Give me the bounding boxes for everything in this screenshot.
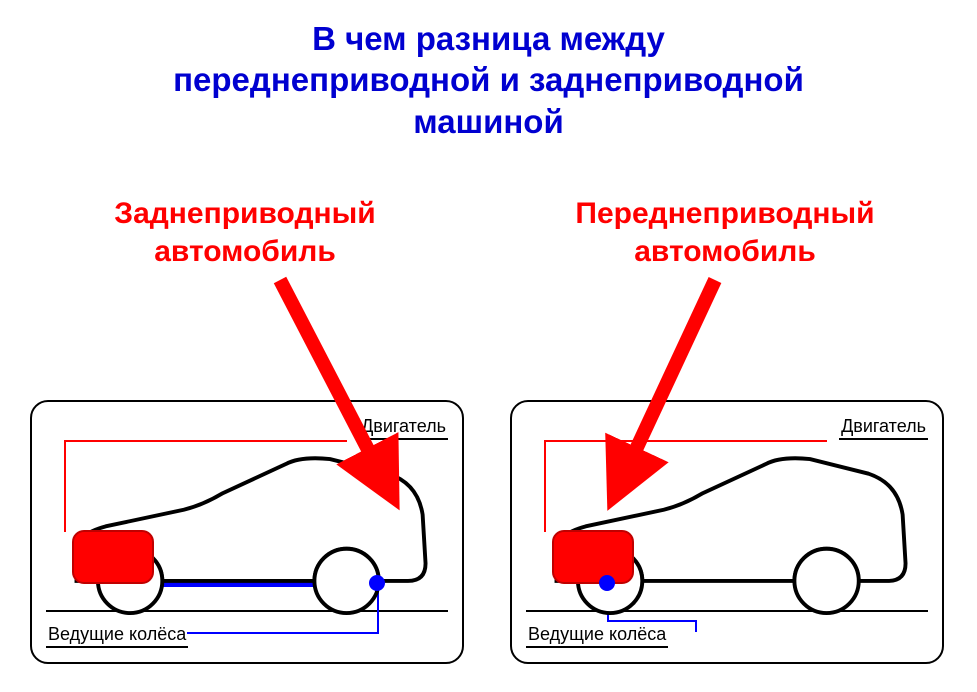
- driven-hub-fwd: [599, 575, 615, 591]
- wheels-connector-h-rwd: [187, 632, 379, 634]
- panel-fwd: Двигатель Ведущие колёса: [510, 400, 944, 664]
- page-root: В чем разница между переднеприводной и з…: [0, 0, 977, 692]
- main-title: В чем разница между переднеприводной и з…: [0, 18, 977, 142]
- engine-label-rwd: Двигатель: [359, 416, 448, 440]
- engine-connector-h-rwd: [64, 440, 347, 442]
- driven-hub-rwd: [369, 575, 385, 591]
- engine-block-rwd: [72, 530, 154, 584]
- panel-rwd: Двигатель Ведущие колёса: [30, 400, 464, 664]
- subtitle-fwd: Переднеприводный автомобиль: [510, 195, 940, 270]
- wheels-label-rwd: Ведущие колёса: [46, 624, 188, 648]
- subtitle-rwd: Заднеприводный автомобиль: [30, 195, 460, 270]
- engine-connector-h-fwd: [544, 440, 827, 442]
- engine-label-fwd: Двигатель: [839, 416, 928, 440]
- wheel-rear-fwd: [794, 549, 858, 613]
- engine-block-fwd: [552, 530, 634, 584]
- wheels-label-fwd: Ведущие колёса: [526, 624, 668, 648]
